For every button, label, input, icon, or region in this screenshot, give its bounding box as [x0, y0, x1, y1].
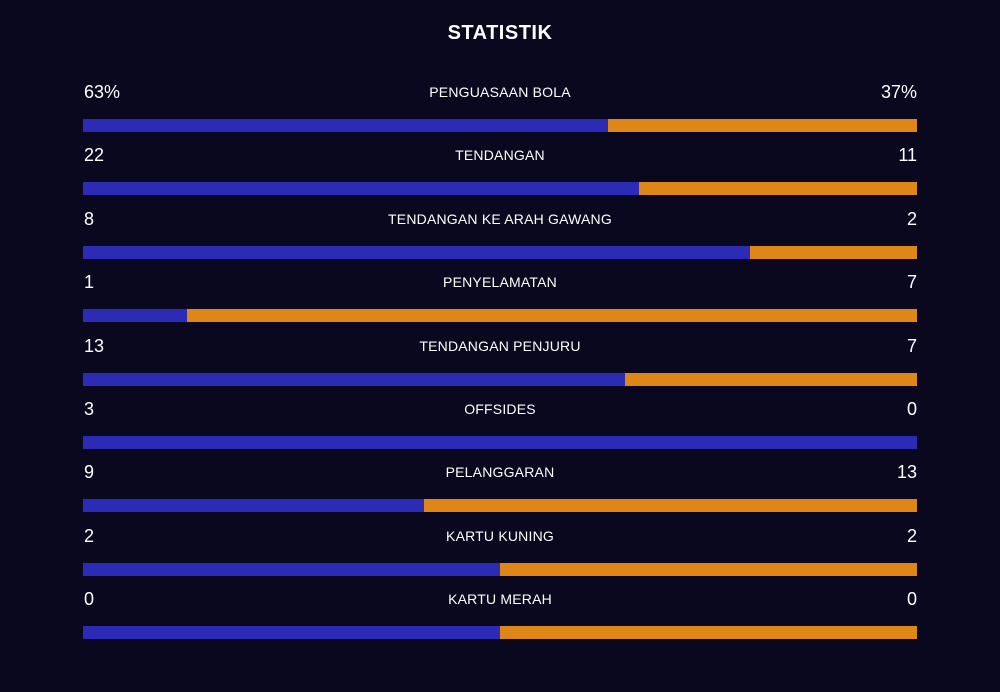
comparison-bar — [83, 119, 917, 132]
home-bar-fill — [83, 119, 609, 132]
away-bar-fill — [625, 372, 917, 386]
home-bar-fill — [83, 435, 917, 449]
away-value: 11 — [898, 145, 917, 166]
stats-list: 63% PENGUASAAN BOLA 37% 22 TENDANGAN 11 — [83, 80, 917, 651]
home-value: 2 — [84, 525, 95, 546]
stat-row-corners: 13 TENDANGAN PENJURU 7 — [83, 334, 917, 397]
away-value: 2 — [906, 525, 917, 546]
stat-label: PELANGGARAN — [445, 464, 555, 481]
away-bar-fill — [500, 562, 917, 576]
home-value: 22 — [84, 145, 105, 166]
stat-label: PENYELAMATAN — [443, 274, 557, 291]
stat-label: KARTU KUNING — [446, 527, 554, 544]
stat-label: OFFSIDES — [464, 400, 536, 417]
stat-row-red-cards: 0 KARTU MERAH 0 — [83, 587, 917, 650]
stat-row-offsides: 3 OFFSIDES 0 — [83, 397, 917, 460]
stat-row-yellow-cards: 2 KARTU KUNING 2 — [83, 524, 917, 587]
home-value: 3 — [84, 398, 95, 419]
away-value: 7 — [906, 335, 917, 356]
away-value: 37% — [880, 82, 917, 102]
stat-label: KARTU MERAH — [448, 591, 552, 608]
stat-row-saves: 1 PENYELAMATAN 7 — [83, 270, 917, 333]
away-value: 13 — [896, 462, 917, 483]
away-value: 0 — [906, 398, 917, 419]
away-value: 0 — [906, 589, 917, 610]
home-value: 13 — [84, 335, 105, 356]
away-bar-fill — [187, 309, 917, 323]
comparison-bar — [83, 562, 917, 576]
home-bar-fill — [83, 245, 751, 259]
stat-label: TENDANGAN PENJURU — [419, 337, 581, 354]
stat-row-shots-on-target: 8 TENDANGAN KE ARAH GAWANG 2 — [83, 207, 917, 270]
away-bar-fill — [750, 245, 917, 259]
home-bar-fill — [83, 309, 188, 323]
stat-row-shots: 22 TENDANGAN 11 — [83, 143, 917, 206]
comparison-bar — [83, 372, 917, 386]
home-value: 9 — [84, 462, 95, 483]
comparison-bar — [83, 245, 917, 259]
away-bar-fill — [608, 119, 917, 132]
away-value: 2 — [906, 208, 917, 229]
home-bar-fill — [83, 182, 639, 196]
stat-label: TENDANGAN KE ARAH GAWANG — [388, 210, 612, 227]
stat-label: PENGUASAAN BOLA — [429, 84, 571, 100]
stat-row-ball-possession: 63% PENGUASAAN BOLA 37% — [83, 80, 917, 143]
comparison-bar — [83, 309, 917, 323]
stat-row-fouls: 9 PELANGGARAN 13 — [83, 460, 917, 523]
home-value: 8 — [84, 208, 95, 229]
away-bar-fill — [424, 499, 917, 513]
away-bar-fill — [500, 626, 917, 640]
home-bar-fill — [83, 372, 626, 386]
home-bar-fill — [83, 499, 425, 513]
away-value: 7 — [906, 272, 917, 293]
statistics-title: STATISTIK — [447, 22, 553, 44]
home-value: 0 — [84, 589, 95, 610]
stat-label: TENDANGAN — [455, 147, 545, 164]
home-value: 63% — [84, 82, 121, 102]
home-value: 1 — [84, 272, 95, 293]
comparison-bar — [83, 182, 917, 196]
home-bar-fill — [83, 626, 500, 640]
comparison-bar — [83, 626, 917, 640]
away-bar-fill — [638, 182, 917, 196]
comparison-bar — [83, 499, 917, 513]
comparison-bar — [83, 435, 917, 449]
home-bar-fill — [83, 562, 500, 576]
